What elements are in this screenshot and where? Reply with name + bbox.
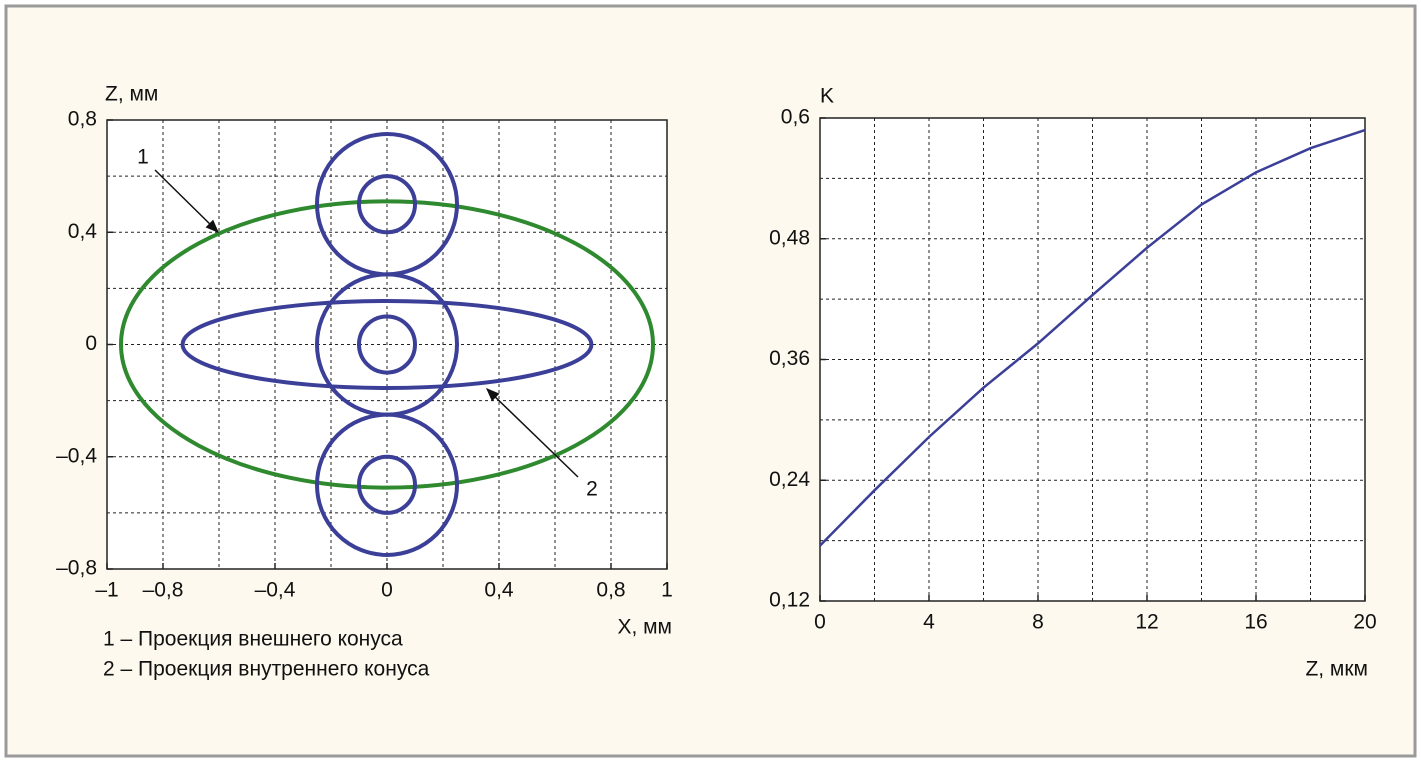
- y-tick-label: 0,12: [769, 589, 810, 612]
- annotation-arrow: [486, 388, 579, 478]
- y-axis-title: Z, мм: [105, 83, 158, 106]
- x-tick-label: 0,8: [596, 579, 625, 602]
- x-axis-title: X, мм: [617, 616, 672, 639]
- y-tick-label: 0,4: [68, 220, 98, 243]
- projection-shape: [357, 454, 417, 515]
- data-line: [819, 128, 1366, 547]
- y-tick-label: 0,24: [769, 468, 810, 491]
- annotation: 2: [586, 478, 598, 501]
- projection-shape: [180, 299, 594, 390]
- annotation-arrow: [154, 169, 219, 233]
- projection-shape: [357, 314, 417, 375]
- x-tick-label: 1: [661, 579, 673, 602]
- x-tick-label: 0,4: [484, 579, 514, 602]
- legend-note: 2 – Проекция внутреннего конуса: [103, 658, 430, 681]
- x-tick-label: 12: [1135, 611, 1158, 634]
- x-tick-label: –0,8: [143, 579, 184, 602]
- x-tick-label: 20: [1353, 611, 1376, 634]
- y-tick-label: 0: [85, 332, 97, 355]
- x-tick-label: 8: [1032, 611, 1044, 634]
- y-tick-label: 0,6: [781, 106, 810, 129]
- projection-shape: [357, 174, 417, 235]
- x-tick-label: 0: [814, 611, 826, 634]
- x-axis-title: Z, мкм: [1305, 658, 1368, 681]
- x-tick-label: –0,4: [255, 579, 296, 602]
- y-tick-label: 0,48: [769, 226, 810, 249]
- y-tick-label: 0,8: [68, 108, 97, 131]
- x-tick-label: 4: [923, 611, 935, 634]
- projection-shape: [119, 199, 655, 490]
- y-tick-label: 0,36: [769, 347, 810, 370]
- y-tick-label: –0,8: [56, 557, 97, 580]
- y-tick-label: –0,4: [56, 444, 97, 467]
- x-tick-label: –1: [95, 579, 118, 602]
- annotation: 1: [137, 146, 149, 169]
- legend-note: 1 – Проекция внешнего конуса: [103, 628, 403, 651]
- y-axis-title: K: [820, 85, 834, 108]
- x-tick-label: 16: [1244, 611, 1267, 634]
- x-tick-label: 0: [381, 579, 393, 602]
- projection-shape: [315, 412, 459, 557]
